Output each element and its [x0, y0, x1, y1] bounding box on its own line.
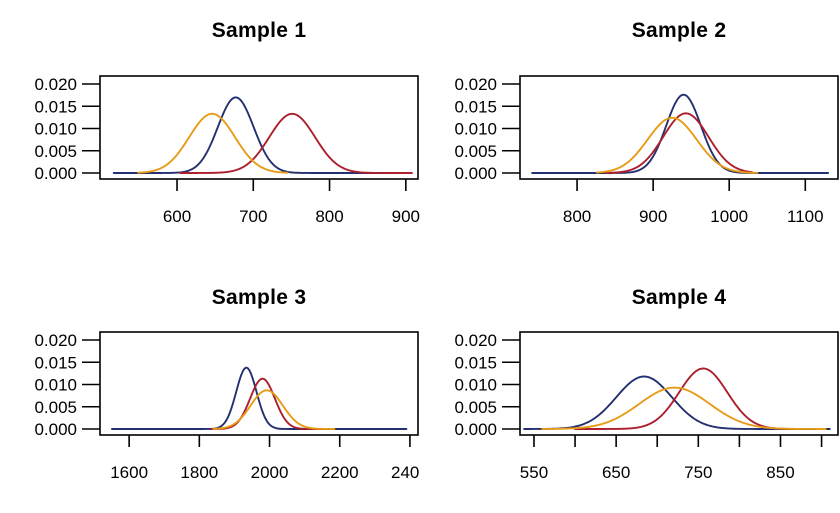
y-tick-label: 0.010 [34, 376, 77, 395]
y-tick-label: 0.000 [34, 420, 77, 439]
x-tick-label: 800 [315, 207, 343, 226]
plot-box [99, 331, 419, 436]
x-tick-label: 900 [639, 207, 667, 226]
plot-area-sample-3: 0.000 0.005 0.010 0.015 0.020 1600 1800 2000 220… [34, 331, 420, 482]
panel-sample-1: Sample 1 0.000 0.005 0.010 0.015 0.020 600 700… [0, 0, 420, 256]
density-curve-blue-density [523, 375, 831, 430]
y-tick-label: 0.005 [454, 398, 497, 417]
panel-sample-4: Sample 4 0.000 0.005 0.010 0.015 0.020 550 650… [420, 256, 840, 513]
y-tick-label: 0.015 [34, 353, 77, 372]
y-tick-label: 0.020 [34, 331, 77, 350]
x-tick-label: 750 [684, 463, 712, 482]
y-tick-label: 0.020 [454, 331, 497, 350]
x-tick-label: 1000 [710, 207, 748, 226]
panel-sample-2: Sample 2 0.000 0.005 0.010 0.015 0.020 800 900… [420, 0, 840, 256]
x-tick-label: 850 [766, 463, 794, 482]
density-curve-orange-density [212, 389, 336, 430]
x-tick-label: 550 [520, 463, 548, 482]
density-curve-blue-density [110, 366, 408, 430]
x-tick-label: 2400 [391, 463, 420, 482]
x-tick-label: 700 [239, 207, 267, 226]
x-tick-label: 1800 [180, 463, 218, 482]
density-curve-red-density [605, 112, 753, 174]
plot-area-sample-4: 0.000 0.005 0.010 0.015 0.020 550 650 750 850 [454, 331, 839, 482]
plot-area-sample-1: 0.000 0.005 0.010 0.015 0.020 600 700 800 900 [34, 75, 420, 226]
y-tick-label: 0.000 [454, 420, 497, 439]
density-curve-red-density [179, 112, 413, 174]
y-tick-label: 0.020 [454, 75, 497, 94]
y-tick-label: 0.010 [454, 376, 497, 395]
x-tick-label: 800 [563, 207, 591, 226]
density-curve-orange-density [595, 116, 759, 174]
density-curve-orange-density [541, 386, 827, 430]
y-tick-label: 0.005 [34, 142, 77, 161]
x-tick-label: 650 [602, 463, 630, 482]
y-tick-label: 0.020 [34, 75, 77, 94]
panel-title-sample-2: Sample 2 [631, 19, 727, 42]
x-tick-label: 1100 [787, 207, 824, 226]
y-tick-label: 0.000 [34, 164, 77, 183]
y-tick-label: 0.010 [34, 120, 77, 139]
y-tick-label: 0.015 [454, 353, 497, 372]
plot-area-sample-2: 0.000 0.005 0.010 0.015 0.020 800 900 1000 1100 [454, 75, 839, 226]
x-tick-label: 2200 [321, 463, 359, 482]
x-tick-label: 600 [163, 207, 191, 226]
plot-box [519, 331, 839, 436]
density-curve-red-density [210, 377, 327, 430]
y-tick-label: 0.015 [34, 97, 77, 116]
plot-box [99, 75, 419, 180]
density-curve-blue-density [112, 96, 411, 174]
panel-title-sample-3: Sample 3 [211, 286, 307, 309]
x-tick-label: 2000 [251, 463, 289, 482]
y-tick-label: 0.015 [454, 97, 497, 116]
y-tick-label: 0.005 [454, 142, 497, 161]
y-tick-label: 0.010 [454, 120, 497, 139]
x-tick-label: 1600 [110, 463, 148, 482]
plot-box [519, 75, 839, 180]
density-curve-orange-density [137, 112, 289, 174]
x-tick-label: 900 [392, 207, 420, 226]
y-tick-label: 0.005 [34, 398, 77, 417]
panel-sample-3: Sample 3 0.000 0.005 0.010 0.015 0.020 1600 18… [0, 256, 420, 513]
panel-title-sample-1: Sample 1 [211, 19, 307, 42]
density-curve-blue-density [531, 93, 830, 174]
density-curve-red-density [574, 367, 807, 430]
y-tick-label: 0.000 [454, 164, 497, 183]
panel-title-sample-4: Sample 4 [631, 286, 727, 309]
